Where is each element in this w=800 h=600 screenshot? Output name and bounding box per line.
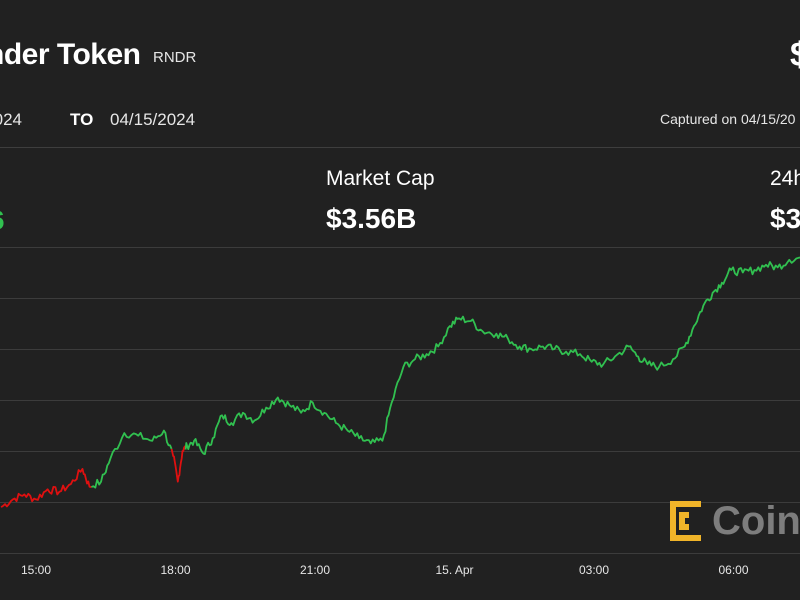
captured-timestamp: Captured on 04/15/20 — [660, 111, 796, 127]
x-tick-label: 03:00 — [579, 563, 609, 577]
price-line-segment-down — [170, 445, 187, 483]
coindesk-logo-text: Coin — [712, 499, 800, 543]
current-price: $ — [790, 36, 800, 74]
token-title: nder Token — [0, 38, 141, 71]
price-line — [0, 256, 800, 508]
ticker-symbol: RNDR — [153, 49, 197, 66]
market-cap-label: Market Cap — [326, 167, 435, 190]
x-tick-label: 18:00 — [160, 563, 190, 577]
x-axis-ticks: 15:00 18:00 21:00 15. Apr 03:00 06:00 — [21, 563, 749, 577]
date-to: 04/15/2024 — [110, 110, 196, 129]
price-line-segment-down — [0, 467, 92, 508]
volume-label: 24h — [770, 167, 800, 190]
chart-grid — [0, 247, 800, 554]
date-to-label: TO — [70, 110, 94, 129]
coindesk-logo-icon — [670, 501, 701, 541]
coindesk-logo: Coin — [665, 498, 800, 544]
x-tick-label: 06:00 — [718, 563, 748, 577]
market-cap-value: $3.56B — [326, 203, 417, 234]
date-from: 4/2024 — [0, 110, 22, 129]
price-line-segment-up — [91, 429, 173, 489]
volume-value: $3 — [770, 203, 800, 234]
price-line-segment-up — [184, 256, 800, 456]
header-divider — [0, 147, 800, 148]
x-tick-label: 15:00 — [21, 563, 51, 577]
x-tick-label: 15. Apr — [435, 563, 473, 577]
price-change-value: 6 — [0, 205, 4, 236]
x-tick-label: 21:00 — [300, 563, 330, 577]
